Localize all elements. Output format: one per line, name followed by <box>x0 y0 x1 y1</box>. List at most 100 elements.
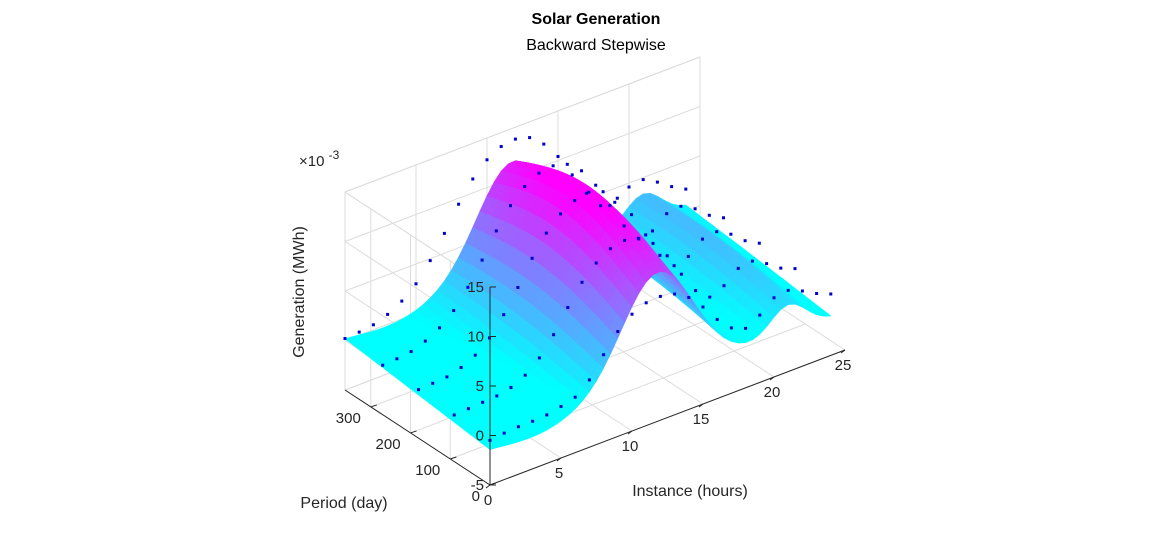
observation-point <box>673 292 677 296</box>
observation-point <box>481 400 485 404</box>
observation-point <box>587 190 591 194</box>
observation-point <box>513 137 517 141</box>
observation-point <box>708 295 712 299</box>
observation-point <box>651 229 654 233</box>
observation-point <box>552 333 556 337</box>
observation-point <box>758 313 762 317</box>
observation-point <box>622 224 626 228</box>
x-tick-label: 10 <box>622 438 639 455</box>
x-tick-mark <box>840 349 846 354</box>
observation-point <box>800 289 804 293</box>
observation-point <box>786 288 790 292</box>
observation-point <box>793 267 797 271</box>
observation-point <box>744 326 748 330</box>
surface-patch <box>818 312 832 317</box>
y-axis-line <box>344 389 491 486</box>
x-tick-label: 5 <box>555 465 563 482</box>
y-axis-label: Period (day) <box>300 495 387 512</box>
z-exponent-base: ×10 <box>299 153 324 170</box>
observation-point <box>381 363 385 367</box>
observation-point <box>757 241 761 245</box>
observation-point <box>686 254 690 258</box>
observation-point <box>559 212 562 216</box>
observation-point <box>602 353 606 357</box>
observation-point <box>423 339 427 343</box>
observation-point <box>684 187 688 191</box>
observation-point <box>630 312 634 316</box>
x-tick-mark <box>769 376 775 381</box>
observation-point <box>743 239 747 243</box>
observation-point <box>545 413 549 417</box>
observation-point <box>601 190 605 194</box>
observation-point <box>559 405 563 408</box>
observation-point <box>779 266 783 270</box>
x-tick-label: 20 <box>764 384 781 401</box>
observation-point <box>616 330 620 333</box>
observation-point <box>630 213 633 217</box>
observation-point <box>438 326 441 330</box>
z-tick-label: 15 <box>467 279 484 296</box>
observation-point <box>516 286 520 289</box>
observation-point <box>414 282 418 286</box>
chart-subtitle: Backward Stepwise <box>526 37 666 54</box>
observation-point <box>386 312 390 316</box>
observation-point <box>815 292 819 295</box>
observation-point <box>707 213 711 217</box>
observation-point <box>665 254 669 258</box>
observation-point <box>509 386 513 389</box>
observation-point <box>530 256 534 260</box>
observation-point <box>701 305 705 309</box>
observation-point <box>672 264 676 268</box>
observation-point <box>452 413 456 417</box>
observation-point <box>644 233 648 237</box>
observation-point <box>627 185 631 189</box>
observation-point <box>722 216 725 220</box>
y-tick-mark <box>370 404 377 408</box>
observation-point <box>694 289 698 293</box>
observation-point <box>608 204 612 208</box>
x-axis-label: Instance (hours) <box>632 483 748 500</box>
observation-point <box>502 313 506 317</box>
z-tick-label: 5 <box>476 378 484 395</box>
observation-point <box>499 145 503 148</box>
observation-point <box>665 212 669 216</box>
observation-point <box>431 381 435 385</box>
observation-point <box>542 142 546 146</box>
z-exponent-label: ×10 -3 <box>299 148 340 170</box>
y-tick-label: 0 <box>472 488 480 505</box>
observation-point <box>473 353 477 357</box>
observation-point <box>729 326 733 330</box>
chart-title: Solar Generation <box>532 11 661 28</box>
observation-point <box>371 323 375 327</box>
y-tick-mark <box>410 430 417 434</box>
z-tick-label: -5 <box>471 477 484 494</box>
x-tick-mark <box>556 457 562 462</box>
observation-point <box>679 204 683 208</box>
observation-point <box>613 200 617 204</box>
x-tick-label: 0 <box>484 492 492 509</box>
observation-point <box>551 164 555 168</box>
observation-point <box>670 185 674 189</box>
observation-point <box>566 306 570 309</box>
y-tick-mark <box>450 456 457 460</box>
x-tick-label: 25 <box>835 357 852 374</box>
observation-point <box>615 196 619 200</box>
x-tick-mark <box>627 430 633 435</box>
y-tick-label: 200 <box>376 436 401 453</box>
observation-point <box>573 395 577 399</box>
observation-point <box>636 236 640 240</box>
observation-point <box>584 191 588 195</box>
observation-point <box>466 407 470 411</box>
observation-point <box>641 178 645 182</box>
observation-point <box>531 419 535 423</box>
observation-point <box>687 296 691 299</box>
observation-point <box>343 337 347 340</box>
observation-point <box>580 169 583 173</box>
observation-point <box>651 241 655 245</box>
observation-point <box>471 177 475 181</box>
observation-point <box>400 299 404 303</box>
observation-point <box>587 378 591 382</box>
observation-point <box>417 388 420 392</box>
observation-point <box>736 266 740 270</box>
